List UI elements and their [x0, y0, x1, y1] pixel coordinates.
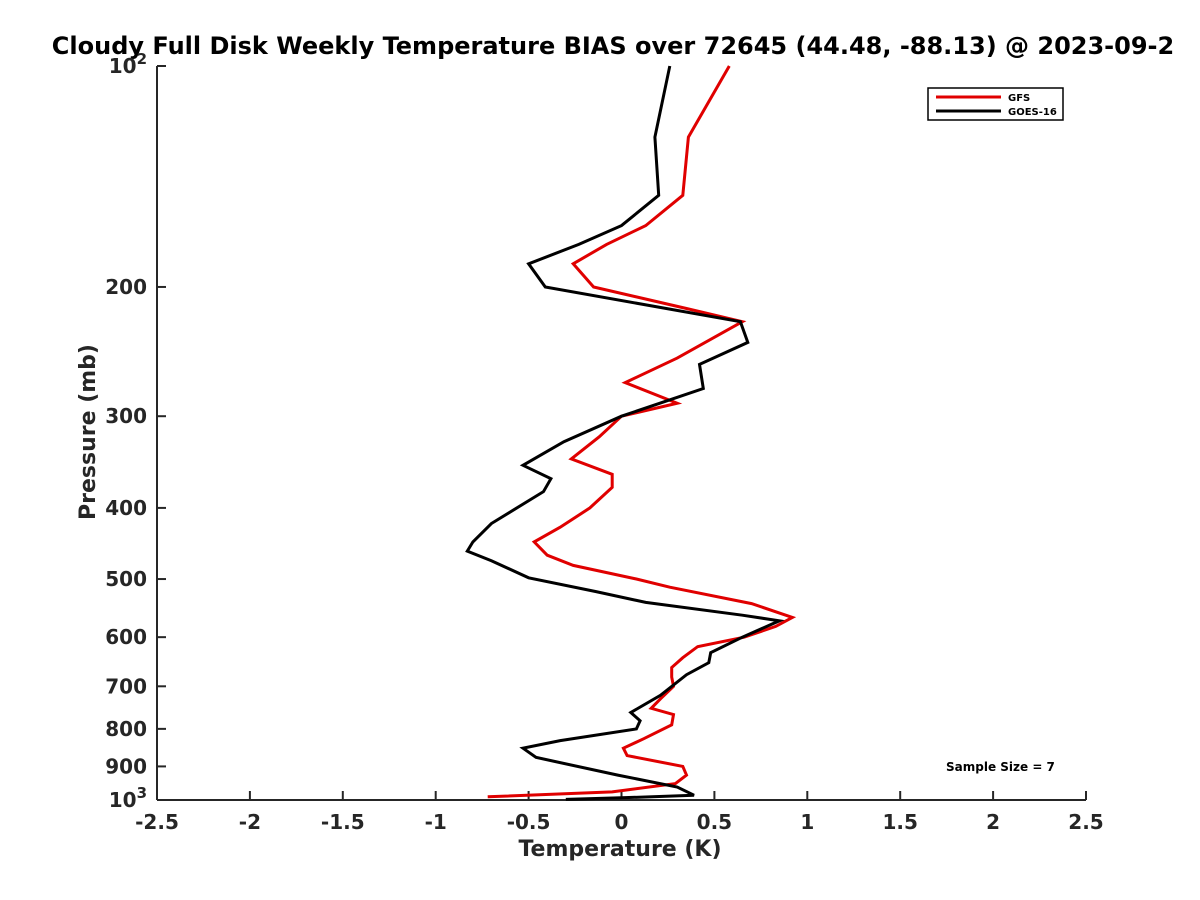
x-axis-label: Temperature (K) [518, 837, 721, 862]
legend-entry-label: GFS [1008, 93, 1030, 104]
x-tick-label: 0.5 [697, 810, 732, 834]
y-tick-label: 500 [105, 567, 147, 591]
sample-size-annotation: Sample Size = 7 [946, 760, 1055, 774]
series-line-gfs [487, 65, 797, 799]
plot-lines [465, 65, 797, 801]
x-tick-label: -2.5 [135, 810, 179, 834]
series-line-goes-16 [465, 65, 785, 801]
x-tick-label: 0 [615, 810, 629, 834]
y-tick-label: 700 [105, 674, 147, 698]
y-axis-label: Pressure (mb) [76, 344, 101, 520]
x-tick-label: -0.5 [507, 810, 551, 834]
x-tick-label: -2 [239, 810, 261, 834]
x-tick-label: 1 [800, 810, 814, 834]
y-tick-label: 900 [105, 754, 147, 778]
y-tick-label: 102 [109, 50, 147, 78]
x-tick-label: -1 [425, 810, 447, 834]
x-tick-label: 2 [986, 810, 1000, 834]
y-tick-label: 400 [105, 496, 147, 520]
chart-title: Cloudy Full Disk Weekly Temperature BIAS… [52, 32, 1174, 60]
legend-box [927, 87, 1064, 121]
x-tick-label: 2.5 [1068, 810, 1103, 834]
legend-entry-label: GOES-16 [1008, 107, 1057, 118]
y-tick-label: 200 [105, 275, 147, 299]
x-tick-label: -1.5 [321, 810, 365, 834]
axes: -2.5 -2 -1.5 -1 -0.5 0 0.5 1 1.5 2 2.5 102 200 300 400… [105, 50, 1103, 834]
legend: GFS GOES-16 [927, 87, 1064, 121]
y-tick-label: 800 [105, 717, 147, 741]
x-tick-label: 1.5 [882, 810, 917, 834]
y-tick-label: 103 [109, 784, 147, 812]
y-tick-label: 300 [105, 404, 147, 428]
y-tick-label: 600 [105, 625, 147, 649]
